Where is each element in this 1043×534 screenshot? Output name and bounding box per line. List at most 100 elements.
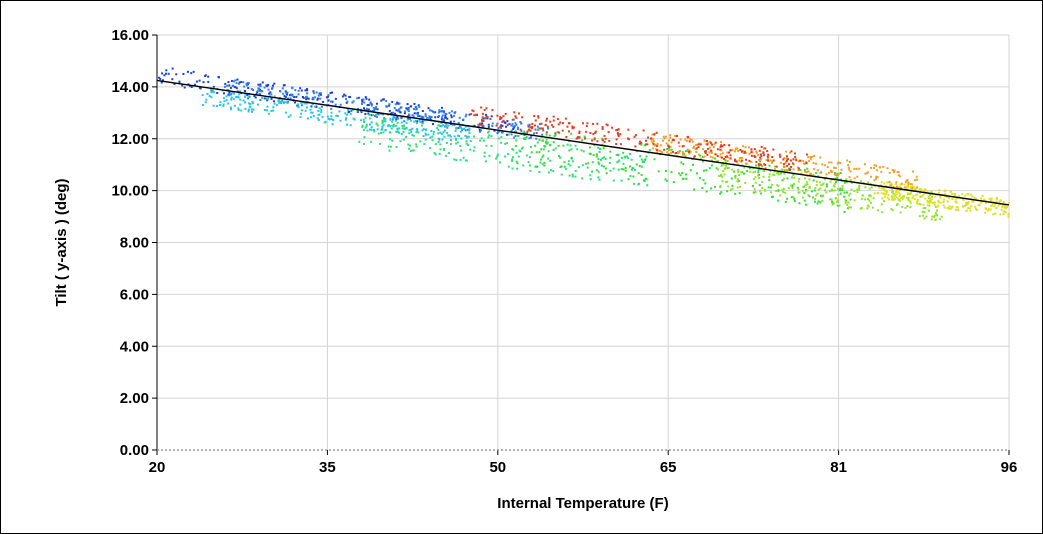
scatter-point — [652, 147, 655, 150]
scatter-point — [979, 197, 982, 200]
scatter-point — [242, 81, 245, 84]
scatter-point — [362, 142, 365, 145]
scatter-point — [450, 114, 453, 117]
scatter-point — [501, 124, 504, 127]
scatter-point — [515, 139, 518, 142]
scatter-point — [336, 115, 339, 118]
scatter-point — [604, 137, 607, 140]
scatter-point — [407, 108, 410, 111]
scatter-point — [601, 126, 604, 129]
scatter-point — [552, 141, 555, 144]
scatter-point — [895, 189, 898, 192]
scatter-point — [589, 174, 592, 177]
scatter-point — [793, 197, 796, 200]
scatter-point — [504, 155, 507, 158]
scatter-point — [418, 119, 421, 122]
scatter-point — [485, 116, 488, 119]
scatter-point — [410, 131, 413, 134]
scatter-point — [766, 150, 769, 153]
scatter-point — [859, 179, 862, 182]
scatter-point — [837, 172, 840, 175]
scatter-point — [487, 130, 490, 133]
scatter-point — [861, 194, 864, 197]
scatter-point — [501, 120, 504, 123]
scatter-point — [554, 147, 557, 150]
scatter-point — [360, 111, 363, 114]
scatter-point — [349, 124, 352, 127]
scatter-point — [440, 118, 443, 121]
scatter-point — [541, 127, 544, 130]
scatter-point — [568, 174, 571, 177]
scatter-point — [916, 202, 919, 205]
scatter-point — [261, 81, 264, 84]
scatter-point — [392, 123, 395, 126]
scatter-point — [465, 142, 468, 145]
scatter-point — [667, 139, 670, 142]
scatter-point — [970, 193, 973, 196]
scatter-point — [299, 116, 302, 119]
scatter-point — [639, 155, 642, 158]
scatter-point — [161, 79, 164, 82]
scatter-point — [907, 186, 910, 189]
scatter-point — [562, 144, 565, 147]
scatter-point — [247, 110, 250, 113]
scatter-point — [520, 122, 523, 125]
scatter-point — [921, 210, 924, 213]
scatter-point — [416, 129, 419, 132]
scatter-point — [545, 133, 548, 136]
scatter-point — [771, 183, 774, 186]
scatter-point — [481, 116, 484, 119]
scatter-point — [402, 138, 405, 141]
scatter-point — [744, 181, 747, 184]
scatter-point — [597, 158, 600, 161]
scatter-point — [512, 125, 515, 128]
scatter-point — [547, 157, 550, 160]
scatter-point — [620, 168, 623, 171]
scatter-point — [645, 139, 648, 142]
scatter-point — [916, 193, 919, 196]
scatter-point — [312, 98, 315, 101]
scatter-point — [897, 197, 900, 200]
scatter-point — [516, 128, 519, 131]
scatter-point — [847, 201, 850, 204]
scatter-point — [753, 188, 756, 191]
scatter-point — [758, 149, 761, 152]
scatter-point — [848, 160, 851, 163]
scatter-point — [518, 149, 521, 152]
scatter-point — [558, 155, 561, 158]
scatter-point — [527, 124, 530, 127]
scatter-point — [775, 189, 778, 192]
scatter-point — [798, 202, 801, 205]
scatter-point — [369, 117, 372, 120]
scatter-point — [994, 202, 997, 205]
scatter-point — [212, 104, 215, 107]
scatter-point — [523, 131, 526, 134]
scatter-point — [801, 189, 804, 192]
scatter-point — [848, 168, 851, 171]
scatter-point — [880, 203, 883, 206]
scatter-point — [761, 181, 764, 184]
scatter-point — [643, 160, 646, 163]
scatter-point — [919, 203, 922, 206]
y-tick-label: 6.00 — [120, 286, 149, 303]
scatter-point — [699, 157, 702, 160]
scatter-point — [552, 115, 555, 118]
scatter-point — [833, 182, 836, 185]
scatter-point — [594, 130, 597, 133]
scatter-point — [653, 158, 656, 161]
scatter-point — [928, 204, 931, 207]
scatter-point — [896, 171, 899, 174]
scatter-point — [845, 200, 848, 203]
scatter-point — [399, 111, 402, 114]
scatter-point — [617, 133, 620, 136]
x-axis-title: Internal Temperature (F) — [497, 495, 668, 512]
scatter-point — [401, 127, 404, 130]
scatter-point — [523, 134, 526, 137]
scatter-point — [934, 195, 937, 198]
scatter-point — [911, 196, 914, 199]
scatter-point — [385, 100, 388, 103]
scatter-point — [927, 195, 930, 198]
scatter-point — [395, 118, 398, 121]
scatter-point — [684, 155, 687, 158]
scatter-point — [589, 152, 592, 155]
